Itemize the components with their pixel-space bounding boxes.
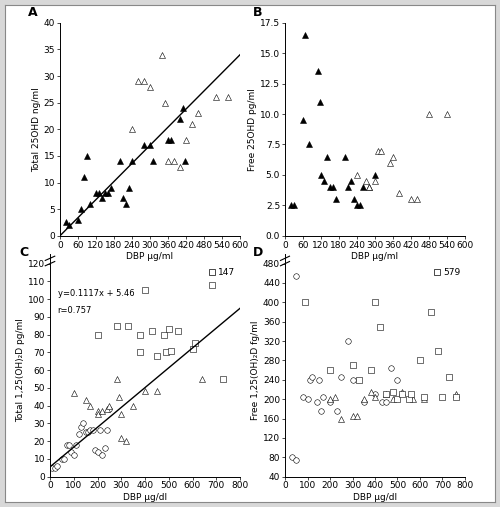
X-axis label: DBP μg/ml: DBP μg/ml: [352, 252, 399, 262]
Text: B: B: [252, 6, 262, 19]
X-axis label: DBP μg/dl: DBP μg/dl: [353, 493, 397, 502]
Legend: 147: 147: [208, 268, 236, 277]
X-axis label: DBP μg/ml: DBP μg/ml: [126, 252, 174, 262]
Text: D: D: [252, 246, 263, 260]
Y-axis label: Total 25OHD ng/ml: Total 25OHD ng/ml: [32, 87, 41, 172]
Text: y=0.1117x + 5.46: y=0.1117x + 5.46: [58, 288, 134, 298]
Text: r=0.757: r=0.757: [58, 306, 92, 315]
Legend: 579: 579: [434, 268, 460, 277]
Text: C: C: [20, 246, 28, 260]
Text: A: A: [28, 6, 37, 19]
Y-axis label: Free 1,25(OH)₂D fg/ml: Free 1,25(OH)₂D fg/ml: [251, 320, 260, 420]
X-axis label: DBP μg/dl: DBP μg/dl: [123, 493, 167, 502]
Y-axis label: Total 1,25(OH)₂D pg/ml: Total 1,25(OH)₂D pg/ml: [16, 318, 25, 422]
Y-axis label: Free 25OHD pg/ml: Free 25OHD pg/ml: [248, 88, 257, 171]
